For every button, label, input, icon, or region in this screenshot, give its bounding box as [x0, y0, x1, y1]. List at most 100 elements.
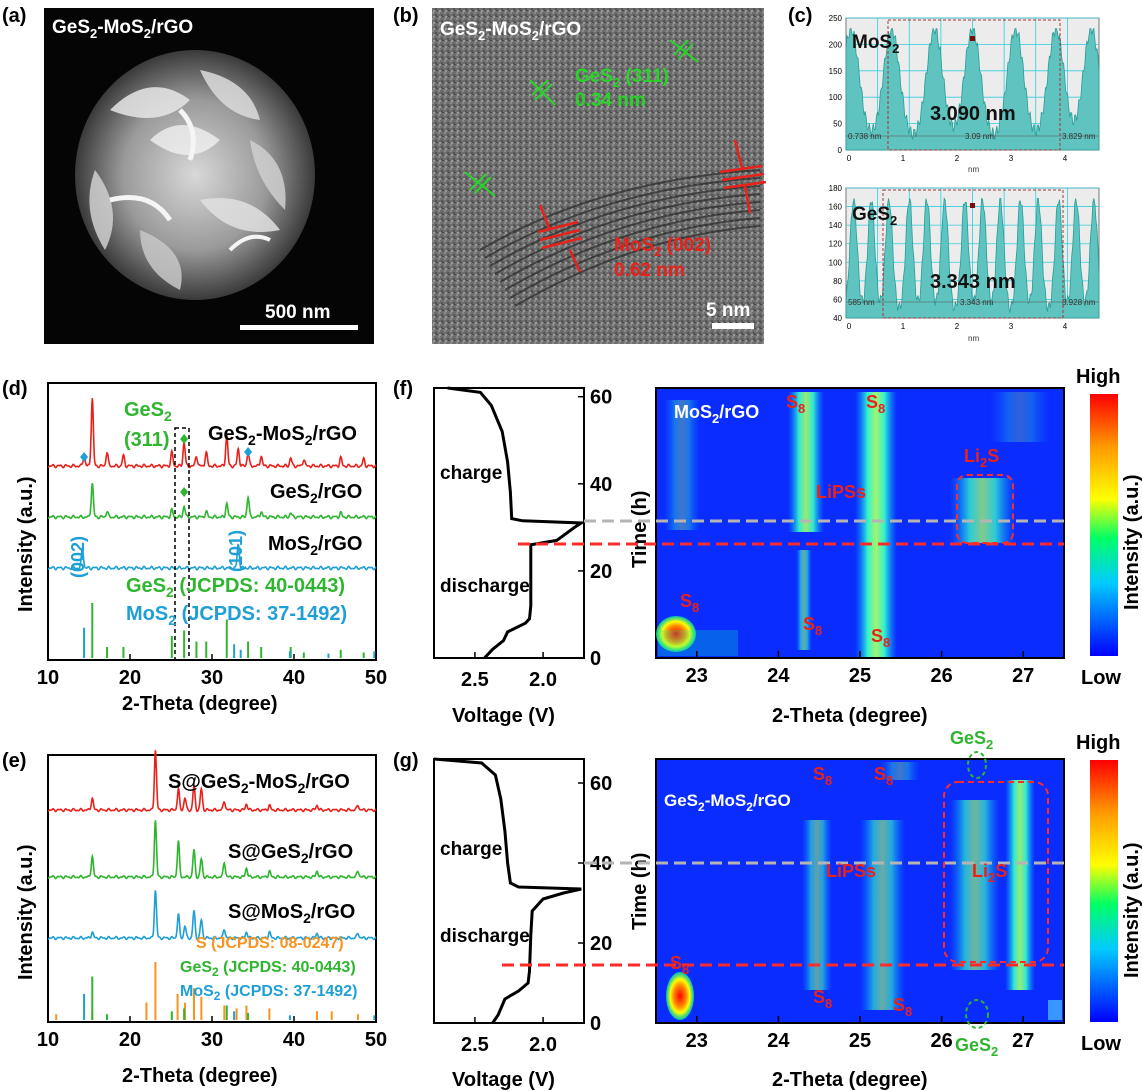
tem-mos2-markers [537, 139, 767, 273]
voltage-ytick-label-0: 0 [590, 648, 601, 670]
xrd-xtick-label-0: 10 [37, 667, 59, 689]
panel-label-a: (a) [2, 5, 26, 27]
profile-xtick-1: 1 [901, 322, 906, 331]
colorbar-f-gradient [1090, 394, 1118, 656]
map-g-lipss: LiPSs [826, 861, 876, 881]
xrd-d-xticks: 10 20 30 40 50 [37, 654, 387, 689]
voltage-ytick-label-2: 40 [590, 853, 612, 875]
profile-ges2-left-note: 585 nm [848, 298, 875, 307]
map-g-ges2-bottom: GeS2 [955, 1035, 998, 1059]
voltage-xtick-label-1: 2.0 [529, 669, 557, 691]
xrd-d-highlight-box [174, 427, 190, 661]
profile-ges2-selection [882, 189, 1064, 319]
theta-tick-label-4: 27 [1012, 665, 1034, 687]
tem-mos2-spacing: 0.62 nm [614, 260, 685, 281]
theta-tick-label-1: 24 [767, 665, 790, 687]
map-g-ges2-top: GeS2 [950, 728, 993, 752]
tem-ges2-markers [464, 39, 699, 197]
map-f-s8-2: S8 [866, 392, 885, 416]
xrd-d-xlabel: 2-Theta (degree) [122, 693, 278, 715]
xrd-e-xlabel: 2-Theta (degree) [122, 1065, 278, 1087]
map-g-li2s: Li2S [972, 861, 1007, 885]
profile-mos2-label: MoS2 [852, 32, 899, 56]
profile-mos2-right-note: 3.829 nm [1062, 132, 1096, 141]
panel-label-d: (d) [2, 378, 28, 400]
panel-label-g: (g) [393, 750, 419, 772]
sem-scale-bar [240, 325, 358, 330]
xrd-d-series-label-3: MoS2/rGO [268, 533, 362, 558]
map-g-ges2-circle-bottom [965, 999, 989, 1029]
xrd-e-xticks: 10 20 30 40 50 [37, 1016, 387, 1051]
theta-tick-label-3: 26 [930, 665, 952, 687]
panel-e: (e) S@GeS2-MoS2/rGO S@GeS2/rGO S@MoS2/rG… [2, 750, 387, 1087]
voltage-g-xticks: 2.5 2.0 [461, 1017, 557, 1056]
profile-ytick-2: 80 [833, 277, 842, 286]
voltage-g-xlabel: Voltage (V) [452, 1069, 555, 1091]
colorbar-f-label: Intensity (a.u.) [1121, 474, 1142, 610]
xrd-e-series-label-2: S@GeS2/rGO [228, 841, 353, 866]
map-f-s8-3: S8 [680, 591, 699, 615]
colorbar-f: High Low Intensity (a.u.) [1076, 366, 1142, 689]
voltage-f-charge: charge [440, 463, 502, 484]
xrd-d-mos2-101: (101) [226, 530, 246, 572]
theta-tick-label-3: 26 [930, 1030, 952, 1052]
map-g-title: GeS2-MoS2/rGO [664, 791, 791, 814]
map-f-lipss: LiPSs [816, 482, 866, 502]
xrd-e-frame [47, 754, 377, 1023]
xrd-d-mos2-marker-1 [80, 452, 89, 462]
xrd-d-mos2-002: (002) [68, 536, 88, 578]
voltage-f-ylabel: Time (h) [629, 491, 651, 568]
xrd-xtick-label-3: 40 [283, 1029, 305, 1051]
colorbar-g-label: Intensity (a.u.) [1121, 842, 1142, 978]
map-g-li2s-box [943, 781, 1049, 963]
profile-ytick-0: 0 [838, 146, 843, 155]
theta-tick-label-2: 25 [849, 665, 871, 687]
map-g-s8-4: S8 [813, 987, 832, 1011]
profile-ytick-5: 140 [829, 221, 843, 230]
voltage-xtick-label-1: 2.0 [529, 1034, 557, 1056]
sem-flower-particle [75, 50, 315, 300]
theta-tick-label-1: 24 [767, 1030, 790, 1052]
profile-ytick-0: 40 [833, 314, 842, 323]
xrd-e-ref-label-3: MoS2 (JCPDS: 37-1492) [180, 983, 357, 1003]
map-f-s8-1: S8 [786, 392, 805, 416]
profile-ges2-marker [970, 203, 975, 208]
panel-label-b: (b) [393, 5, 419, 27]
panel-a: (a) GeS2-MoS2/rGO 500 nm [2, 5, 374, 344]
tem-mos2-label: MoS2 (002) [614, 235, 711, 259]
panel-label-c: (c) [788, 5, 812, 27]
map-g-s8-5: S8 [893, 995, 912, 1019]
map-f-s8-4: S8 [803, 614, 822, 638]
voltage-g-time-ticks: 0 20 40 60 [578, 773, 612, 1035]
profile-ytick-4: 200 [829, 40, 843, 49]
xrd-d-ref-label-1: GeS2 (JCPDS: 40-0443) [126, 575, 345, 600]
profile-mos2-mid-note: 3.09 nm [965, 132, 994, 141]
voltage-f-xlabel: Voltage (V) [452, 705, 555, 727]
map-g-s8-2: S8 [874, 764, 893, 788]
profile-xtick-4: 4 [1063, 154, 1068, 163]
voltage-g-discharge: discharge [440, 926, 530, 947]
profile-xtick-0: 0 [847, 154, 852, 163]
profile-xtick-3: 3 [1009, 154, 1014, 163]
map-f-xlabel: 2-Theta (degree) [772, 705, 928, 727]
profile-ytick-5: 250 [829, 14, 843, 23]
panel-d: (d) GeS2 (311) GeS2-MoS2/rGO GeS2/rGO Mo… [2, 378, 387, 715]
tem-ges2-label: GeS2 (311) [575, 66, 669, 90]
xrd-xtick-label-4: 50 [365, 1029, 387, 1051]
map-f-li2s: Li2S [964, 446, 999, 470]
theta-tick-label-0: 23 [686, 665, 708, 687]
xrd-d-mos2-marker-2 [244, 447, 253, 457]
map-f-xticks: 23 24 25 26 27 [686, 651, 1034, 687]
xrd-e-ref-label-2: GeS2 (JCPDS: 40-0443) [180, 959, 356, 979]
profile-ges2-xticks: 0 1 2 3 4 [847, 322, 1068, 331]
theta-tick-label-0: 23 [686, 1030, 708, 1052]
xrd-e-series-label-3: S@MoS2/rGO [228, 901, 355, 926]
profile-ytick-1: 50 [833, 120, 842, 129]
profile-mos2: MoS2 3.090 nm 0.738 nm 3.09 nm 3.829 nm … [829, 14, 1100, 174]
xrd-d-ylabel: Intensity (a.u.) [15, 476, 37, 612]
voltage-ytick-label-1: 20 [590, 933, 612, 955]
tem-scale-bar-label: 5 nm [706, 300, 750, 321]
map-g-xticks: 23 24 25 26 27 [686, 1016, 1034, 1052]
profile-ges2: GeS2 3.343 nm 585 nm 3.343 nm 3.928 nm 4… [829, 184, 1100, 343]
xrd-xtick-label-4: 50 [365, 667, 387, 689]
